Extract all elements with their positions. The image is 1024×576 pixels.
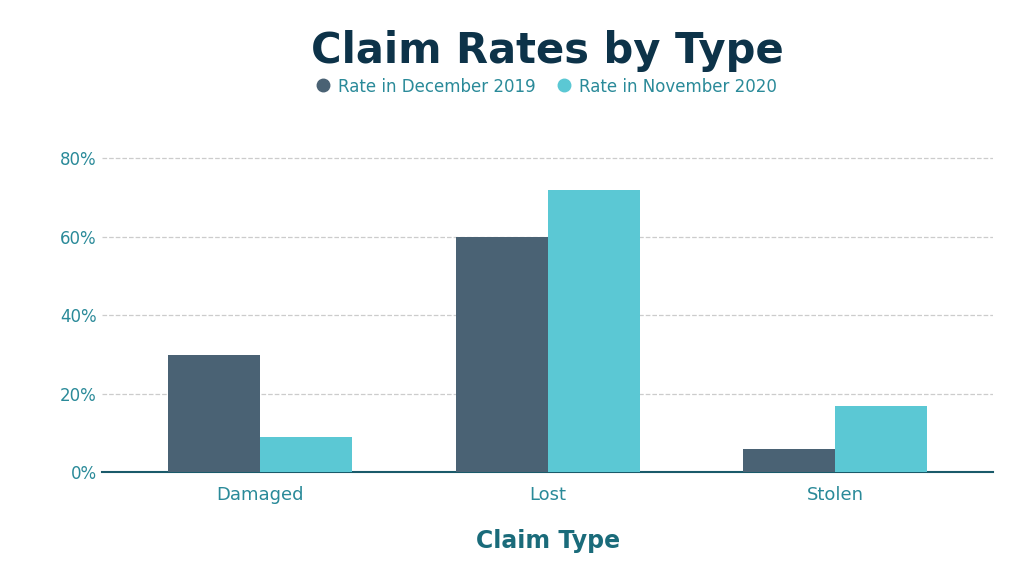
Bar xyxy=(743,449,836,472)
Bar xyxy=(169,354,260,472)
Bar xyxy=(456,237,548,472)
X-axis label: Claim Type: Claim Type xyxy=(476,529,620,553)
Title: Claim Rates by Type: Claim Rates by Type xyxy=(311,30,784,72)
Bar xyxy=(836,406,927,472)
Legend: Rate in December 2019, Rate in November 2020: Rate in December 2019, Rate in November … xyxy=(312,71,783,103)
Bar xyxy=(548,190,640,472)
Bar xyxy=(260,437,352,472)
